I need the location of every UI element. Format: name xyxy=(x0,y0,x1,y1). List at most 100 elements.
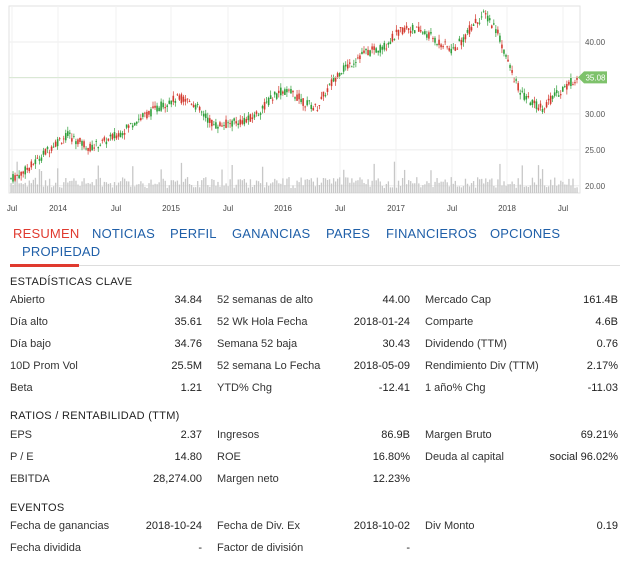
volume-bar xyxy=(130,186,132,193)
x-tick-label: 2016 xyxy=(274,204,292,213)
volume-bar xyxy=(343,169,345,193)
volume-bar xyxy=(547,186,550,193)
volume-bar xyxy=(274,178,276,193)
volume-bar xyxy=(266,182,268,193)
candle-body xyxy=(450,48,453,54)
volume-bar xyxy=(221,169,223,193)
volume-bar xyxy=(454,180,456,193)
stat-value: 0.76 xyxy=(596,338,618,350)
candle-body xyxy=(440,44,442,48)
candle-body xyxy=(428,32,430,39)
candle-body xyxy=(34,159,37,165)
x-tick-label: 2017 xyxy=(387,204,405,213)
candle-body xyxy=(456,48,459,50)
volume-bar xyxy=(241,180,243,193)
volume-bar xyxy=(539,178,542,193)
volume-bar xyxy=(237,179,239,193)
volume-bar xyxy=(497,179,499,193)
candle-body xyxy=(245,119,248,123)
candle-body xyxy=(131,125,134,128)
stat-value: 25.5M xyxy=(171,360,202,372)
volume-bar xyxy=(32,179,35,193)
event-value: 2018-10-02 xyxy=(353,520,410,532)
candle-body xyxy=(320,96,323,100)
volume-bar xyxy=(22,184,24,193)
volume-bar xyxy=(162,178,164,193)
candle-body xyxy=(464,34,467,40)
candle-body xyxy=(417,26,420,32)
volume-bar xyxy=(85,183,87,193)
tab-financieros[interactable]: FINANCIEROS xyxy=(386,226,478,241)
volume-bar xyxy=(568,178,570,193)
volume-bar xyxy=(292,185,294,193)
tab-ganancias[interactable]: GANANCIAS xyxy=(232,226,311,241)
candle-body xyxy=(298,93,300,100)
volume-bar xyxy=(324,178,327,193)
stock-price-chart: 20.0025.0030.0035.0040.00Jul2014Jul2015J… xyxy=(7,5,607,213)
volume-bar xyxy=(288,177,290,193)
volume-bar xyxy=(195,187,197,193)
candle-body xyxy=(507,59,509,62)
volume-bar xyxy=(75,180,77,193)
tab-pares[interactable]: PARES xyxy=(326,226,371,241)
candle-body xyxy=(26,167,29,170)
candle-body xyxy=(531,99,534,105)
candle-body xyxy=(543,108,546,110)
candle-body xyxy=(476,22,479,24)
volume-bar xyxy=(485,178,487,193)
volume-bar xyxy=(12,184,14,193)
volume-bar xyxy=(332,178,335,193)
ratio-value: 16.80% xyxy=(372,451,410,463)
candle-body xyxy=(488,18,491,21)
volume-bar xyxy=(38,169,41,193)
ratio-label: EPS xyxy=(10,429,33,441)
volume-bar xyxy=(438,182,440,193)
volume-bar xyxy=(219,186,221,193)
candle-body xyxy=(16,175,18,176)
candle-body xyxy=(472,24,475,26)
tab-noticias[interactable]: NOTICIAS xyxy=(92,226,155,241)
tab-opciones[interactable]: OPCIONES xyxy=(490,226,561,241)
candle-body xyxy=(422,32,424,34)
volume-bar xyxy=(519,184,521,193)
candle-body xyxy=(235,121,237,124)
x-tick-label: Jul xyxy=(111,204,121,213)
volume-bar xyxy=(357,180,359,193)
last-price-label: 35.08 xyxy=(585,73,606,82)
volume-bar xyxy=(483,183,485,193)
candle-body xyxy=(269,95,272,99)
volume-bar xyxy=(225,183,227,193)
volume-bar xyxy=(355,180,357,193)
candle-body xyxy=(401,27,404,35)
tab-resumen[interactable]: RESUMEN xyxy=(13,226,80,241)
candle-body xyxy=(371,46,373,50)
candle-body xyxy=(525,96,528,100)
candle-body xyxy=(332,77,335,82)
volume-bar xyxy=(414,183,416,193)
tab-perfil[interactable]: PERFIL xyxy=(170,226,217,241)
volume-bar xyxy=(235,184,237,193)
volume-bar xyxy=(456,186,459,193)
candle-body xyxy=(160,101,162,111)
stat-label: Día bajo xyxy=(10,338,51,350)
candle-body xyxy=(284,89,286,95)
candle-body xyxy=(541,109,544,112)
volume-bar xyxy=(399,186,402,193)
volume-bar xyxy=(134,186,136,193)
volume-bar xyxy=(154,183,156,193)
candle-body xyxy=(215,122,217,129)
candle-body xyxy=(419,30,422,32)
volume-bar xyxy=(466,183,469,193)
volume-bar xyxy=(377,178,379,193)
candle-body xyxy=(316,110,319,112)
key-stats-title: ESTADÍSTICAS CLAVE xyxy=(10,276,133,288)
candle-body xyxy=(415,26,418,28)
volume-bar xyxy=(91,182,93,193)
tab-propiedad[interactable]: PROPIEDAD xyxy=(22,244,101,259)
volume-bar xyxy=(531,177,534,193)
volume-bar xyxy=(501,185,503,193)
candle-body xyxy=(184,99,187,102)
volume-bar xyxy=(517,178,519,193)
candle-body xyxy=(150,109,152,117)
candle-body xyxy=(89,143,91,152)
